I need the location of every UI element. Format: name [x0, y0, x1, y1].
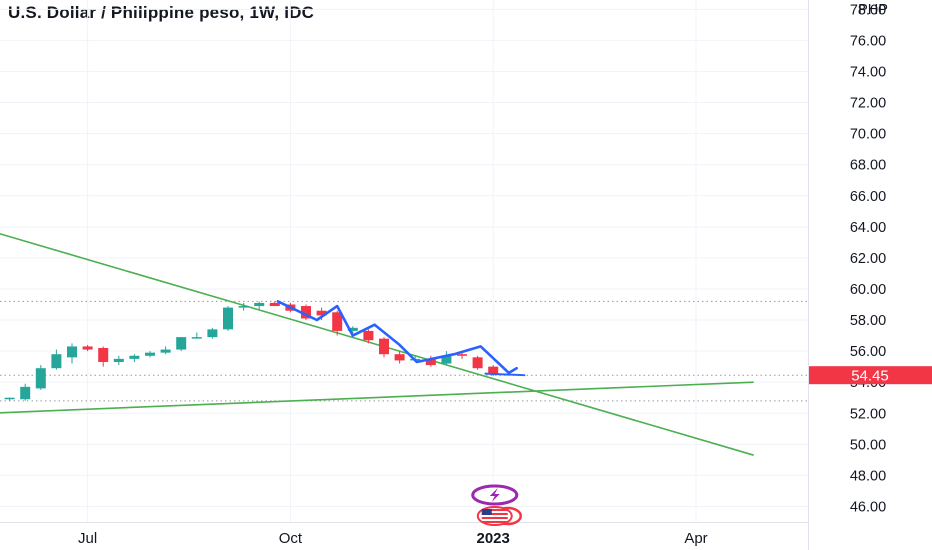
price-tick-label: 66.00	[850, 189, 886, 205]
price-tick-label: 48.00	[850, 468, 886, 484]
candle-body[interactable]	[129, 355, 140, 359]
candle-body[interactable]	[223, 307, 233, 330]
flag-canton	[481, 509, 492, 515]
candle-body[interactable]	[176, 337, 187, 350]
price-tick-label: 78.00	[850, 2, 886, 18]
candle-body[interactable]	[145, 352, 155, 356]
time-tick-label-2023: 2023	[477, 530, 510, 547]
price-tick-label: 46.00	[850, 499, 886, 515]
price-tick-label: 76.00	[850, 33, 886, 49]
price-tick-label: 52.00	[850, 406, 886, 422]
candle-body[interactable]	[35, 368, 46, 389]
price-tick-label: 64.00	[850, 220, 886, 236]
candle-body[interactable]	[82, 346, 93, 350]
flag-stripe	[481, 509, 508, 511]
price-tick-label: 74.00	[850, 64, 886, 80]
price-tick-label: 58.00	[850, 313, 886, 329]
candle-body[interactable]	[67, 346, 77, 358]
candle-body[interactable]	[472, 357, 483, 369]
last-price-label: 54.45	[851, 368, 889, 385]
candle-body[interactable]	[488, 366, 499, 375]
candle-body[interactable]	[207, 329, 218, 338]
candle-body[interactable]	[238, 306, 249, 308]
flag-stripe	[481, 517, 508, 519]
candle-body[interactable]	[457, 354, 467, 356]
candle-body[interactable]	[394, 354, 405, 361]
candle-body[interactable]	[425, 358, 436, 366]
candle-body[interactable]	[160, 349, 171, 353]
time-tick-label-jul: Jul	[78, 530, 97, 547]
zigzag-pattern-line[interactable]	[276, 300, 518, 375]
price-tick-label: 68.00	[850, 158, 886, 174]
candle-body[interactable]	[254, 302, 265, 307]
candle-body[interactable]	[316, 310, 327, 316]
candle-body[interactable]	[20, 386, 31, 400]
trendline-descending[interactable]	[0, 219, 754, 456]
zigzag-tail-line[interactable]	[484, 372, 526, 377]
price-tick-label: 60.00	[850, 282, 886, 298]
flag-stripe	[481, 521, 508, 523]
chart-title: U.S. Dollar / Philippine peso, 1W, IDC	[8, 3, 315, 22]
candle-body[interactable]	[98, 348, 109, 362]
lightning-bolt-glyph	[489, 488, 500, 502]
trendline-ascending[interactable]	[0, 381, 754, 415]
candle-body[interactable]	[363, 330, 374, 341]
flag-stripe	[481, 513, 508, 515]
candle-body[interactable]	[269, 302, 280, 307]
candle-body[interactable]	[191, 337, 202, 339]
price-tick-label: 70.00	[850, 127, 886, 143]
candle-body[interactable]	[441, 355, 452, 364]
last-price-tag[interactable]	[809, 366, 932, 385]
candle-body[interactable]	[113, 358, 124, 362]
time-tick-label-oct: Oct	[279, 530, 303, 547]
candle-body[interactable]	[301, 306, 311, 319]
candle-body[interactable]	[379, 338, 389, 355]
price-tick-label: 72.00	[850, 96, 886, 112]
candle-body[interactable]	[4, 397, 15, 400]
price-axis-currency: PHP	[858, 2, 888, 18]
price-tick-label: 56.00	[850, 344, 886, 360]
candle-body[interactable]	[51, 354, 62, 369]
price-tick-label: 50.00	[850, 437, 886, 453]
candle-body[interactable]	[332, 312, 343, 331]
price-tick-label: 62.00	[850, 251, 886, 267]
time-tick-label-apr: Apr	[684, 530, 707, 547]
candle-body[interactable]	[347, 327, 358, 331]
